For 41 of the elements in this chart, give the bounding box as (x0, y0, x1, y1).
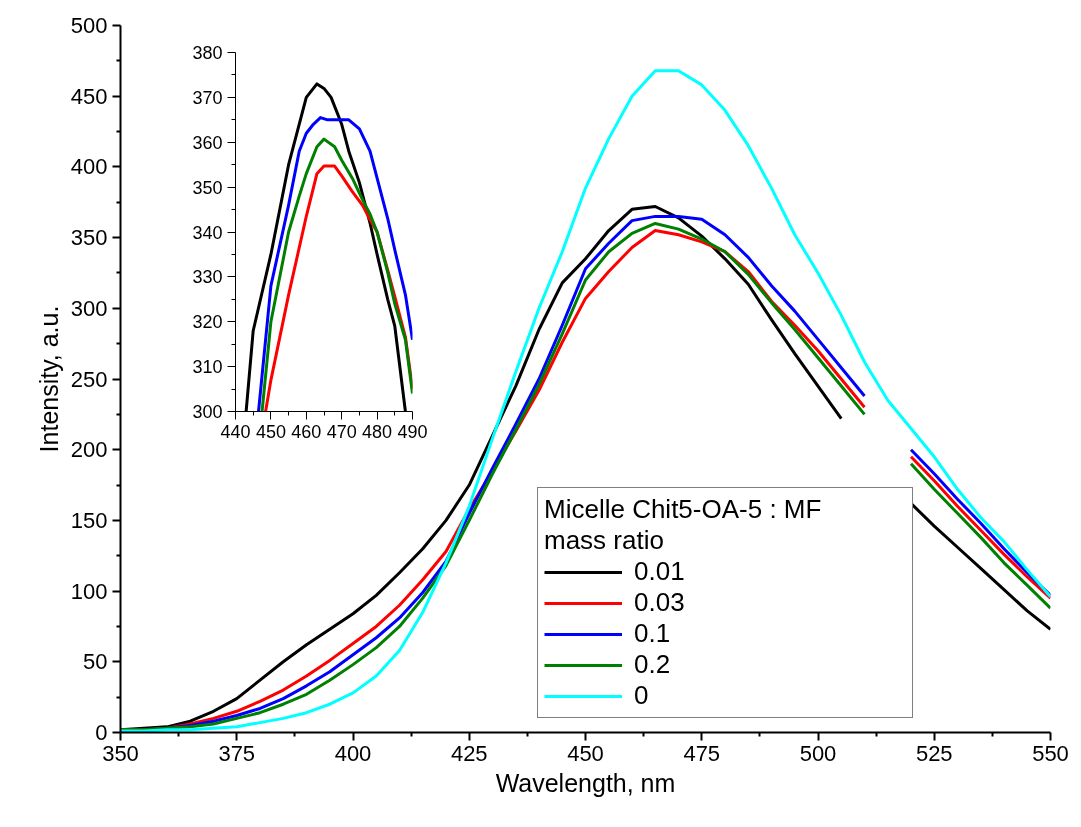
x-tick-label: 450 (255, 421, 286, 442)
x-tick-label: 460 (291, 421, 322, 442)
legend-title: Micelle Chit5-OA-5 : MF mass ratio (544, 494, 823, 556)
y-tick-label: 300 (70, 295, 108, 321)
legend-label: 0.2 (634, 649, 672, 680)
legend-label: 0.01 (634, 556, 686, 587)
y-tick-label: 380 (192, 43, 223, 63)
y-tick-label: 450 (70, 83, 108, 109)
x-tick-label: 440 (220, 421, 251, 442)
y-tick-label: 310 (192, 357, 223, 378)
y-tick-label: 350 (70, 225, 108, 251)
y-axis-title: Intensity, a.u. (34, 305, 63, 453)
x-tick-label: 470 (326, 421, 357, 442)
y-tick-label: 360 (192, 132, 223, 153)
y-tick-label: 400 (70, 154, 108, 180)
x-tick-label: 475 (683, 740, 721, 766)
y-tick-label: 320 (192, 312, 223, 333)
y-tick-label: 100 (70, 578, 108, 604)
x-tick-label: 425 (450, 740, 488, 766)
y-tick-label: 250 (70, 366, 108, 392)
legend-label: 0.1 (634, 618, 672, 649)
x-tick-label: 500 (799, 740, 837, 766)
x-tick-label: 480 (362, 421, 393, 442)
y-tick-label: 350 (192, 177, 223, 198)
y-tick-label: 300 (192, 402, 223, 422)
y-tick-label: 330 (192, 267, 223, 288)
y-tick-label: 370 (192, 87, 223, 108)
x-tick-label: 450 (567, 740, 604, 766)
y-tick-label: 340 (192, 222, 223, 243)
y-tick-label: 50 (83, 649, 108, 675)
y-tick-label: 200 (70, 437, 108, 463)
x-tick-label: 525 (915, 740, 953, 766)
x-axis-title: Wavelength, nm (495, 768, 676, 797)
x-tick-label: 550 (1032, 740, 1069, 766)
legend-label: 0 (634, 680, 650, 711)
y-tick-label: 500 (70, 13, 108, 38)
x-tick-label: 375 (218, 740, 256, 766)
y-tick-label: 150 (70, 507, 108, 533)
legend-label: 0.03 (634, 587, 686, 618)
x-tick-label: 400 (334, 740, 372, 766)
x-tick-label: 490 (397, 421, 428, 442)
